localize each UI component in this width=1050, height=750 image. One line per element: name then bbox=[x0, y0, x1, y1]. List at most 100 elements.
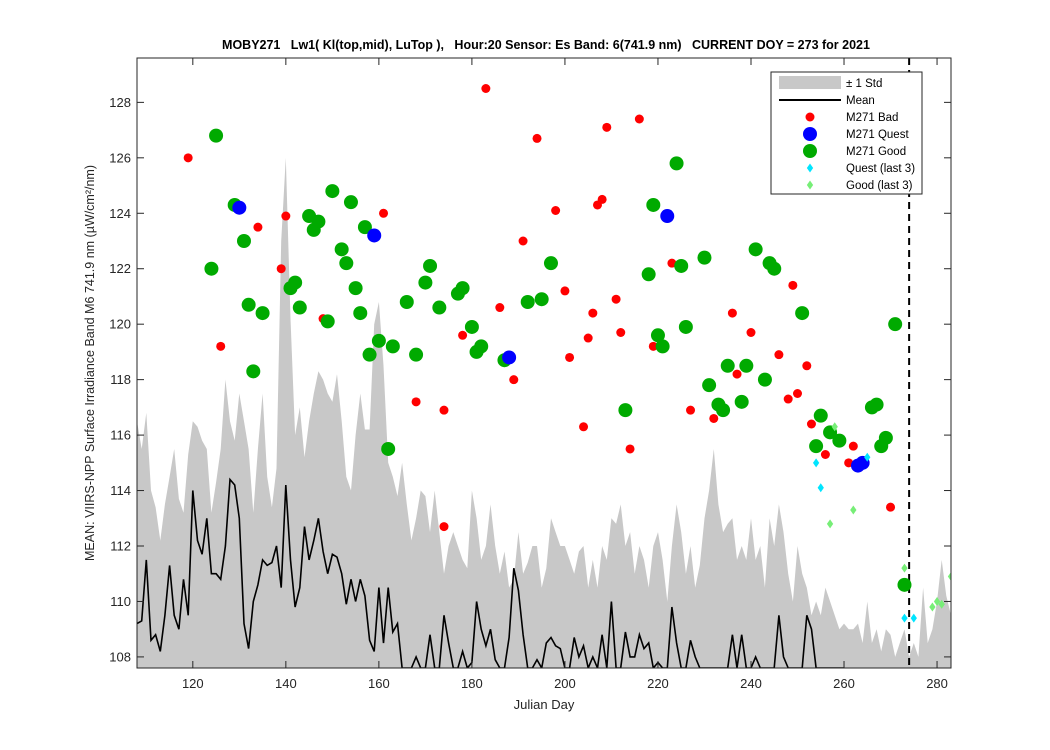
x-tick-label: 260 bbox=[833, 676, 855, 691]
bad-point bbox=[495, 303, 505, 313]
good-point bbox=[339, 256, 354, 271]
good-point bbox=[292, 300, 307, 315]
good-last3-point bbox=[929, 602, 936, 612]
good-point bbox=[371, 333, 386, 348]
quest-point bbox=[367, 228, 382, 243]
bad-point bbox=[625, 444, 635, 454]
x-tick-label: 280 bbox=[926, 676, 948, 691]
good-point bbox=[455, 281, 470, 296]
bad-point bbox=[439, 405, 449, 415]
good-point bbox=[474, 339, 489, 354]
bad-point bbox=[565, 352, 575, 362]
x-axis: 120 140 160 180 200 220 240 260 280 bbox=[182, 58, 948, 691]
good-point bbox=[288, 275, 303, 290]
good-point bbox=[353, 306, 368, 321]
bad-point bbox=[583, 333, 593, 343]
good-point bbox=[236, 234, 251, 248]
bad-point bbox=[509, 375, 519, 385]
bad-point bbox=[686, 405, 696, 415]
y-axis-label: MEAN: VIIRS-NPP Surface Irradiance Band … bbox=[83, 165, 97, 561]
good-point bbox=[241, 297, 256, 312]
legend-label: Mean bbox=[846, 95, 875, 107]
bad-point bbox=[806, 419, 816, 429]
good-point bbox=[702, 378, 717, 393]
good-last3-point bbox=[938, 599, 945, 609]
y-tick-label: 116 bbox=[110, 428, 131, 443]
good-point bbox=[757, 372, 772, 387]
plot-frame bbox=[136, 57, 952, 669]
y-tick-label: 122 bbox=[109, 261, 131, 276]
bad-point bbox=[802, 361, 812, 371]
x-tick-label: 220 bbox=[647, 676, 669, 691]
bad-point bbox=[560, 286, 570, 296]
good-point bbox=[697, 250, 712, 265]
good-point bbox=[813, 408, 828, 423]
bad-point bbox=[783, 394, 793, 404]
quest-point bbox=[232, 200, 247, 215]
good-point bbox=[520, 295, 535, 309]
bad-point bbox=[844, 458, 854, 468]
good-point bbox=[464, 319, 479, 334]
x-axis-label: Julian Day bbox=[514, 697, 575, 712]
good-point bbox=[320, 314, 335, 329]
bad-point bbox=[788, 280, 798, 290]
y-tick-label: 120 bbox=[109, 317, 131, 332]
bad-point bbox=[774, 350, 784, 360]
bad-point bbox=[597, 194, 607, 204]
good-point bbox=[655, 339, 670, 354]
quest-last3-point bbox=[812, 458, 820, 468]
good-point bbox=[869, 397, 884, 412]
bad-point bbox=[532, 133, 542, 143]
legend-label: M271 Quest bbox=[846, 129, 909, 141]
quest-point bbox=[660, 209, 675, 224]
good-point bbox=[385, 339, 400, 354]
bad-point bbox=[588, 308, 598, 318]
good-point bbox=[357, 220, 372, 235]
data-marks bbox=[183, 84, 951, 623]
bad-point bbox=[732, 369, 742, 379]
legend: ± 1 Std Mean M271 Bad M271 Quest M271 Good Qu… bbox=[770, 71, 923, 195]
bad-point bbox=[379, 208, 389, 218]
good-point bbox=[832, 433, 847, 448]
x-tick-label: 180 bbox=[461, 676, 483, 691]
good-last3-point bbox=[831, 422, 838, 432]
good-point bbox=[897, 577, 912, 592]
good-point bbox=[534, 292, 549, 307]
good-last3-point bbox=[826, 519, 834, 529]
good-point bbox=[381, 441, 396, 456]
good-last3-point bbox=[901, 563, 908, 573]
good-point bbox=[888, 317, 903, 332]
good-point bbox=[720, 358, 735, 373]
chart-title: MOBY271 Lw1( Kl(top,mid), LuTop ), Hour:… bbox=[222, 38, 870, 52]
bad-point bbox=[820, 450, 830, 459]
good-point bbox=[618, 403, 633, 418]
good-point bbox=[409, 347, 424, 362]
good-point bbox=[311, 214, 326, 229]
y-tick-label: 118 bbox=[110, 372, 131, 387]
bad-point bbox=[253, 222, 263, 232]
bad-point bbox=[439, 522, 449, 532]
y-tick-label: 112 bbox=[110, 539, 131, 554]
bad-point bbox=[216, 341, 226, 351]
legend-swatch-quest bbox=[803, 127, 817, 141]
legend-label: Quest (last 3) bbox=[846, 163, 915, 175]
good-point bbox=[646, 197, 661, 212]
legend-swatch-good-last3 bbox=[806, 180, 814, 190]
x-tick-label: 140 bbox=[275, 676, 297, 691]
good-point bbox=[246, 364, 261, 379]
quest-last3-point bbox=[864, 452, 871, 462]
y-axis: 108 110 112 114 116 118 120 122 124 126 128 bbox=[109, 95, 951, 664]
bad-point bbox=[183, 153, 193, 163]
std-band bbox=[137, 157, 951, 668]
legend-swatch-bad bbox=[805, 112, 815, 122]
x-tick-label: 240 bbox=[740, 676, 762, 691]
bad-point bbox=[276, 264, 286, 274]
quest-point bbox=[502, 350, 517, 365]
good-point bbox=[641, 267, 656, 282]
y-tick-label: 114 bbox=[110, 483, 131, 498]
legend-swatch-quest-last3 bbox=[806, 163, 814, 173]
bad-point bbox=[727, 308, 737, 318]
bad-point bbox=[648, 341, 658, 351]
good-point bbox=[432, 300, 447, 315]
